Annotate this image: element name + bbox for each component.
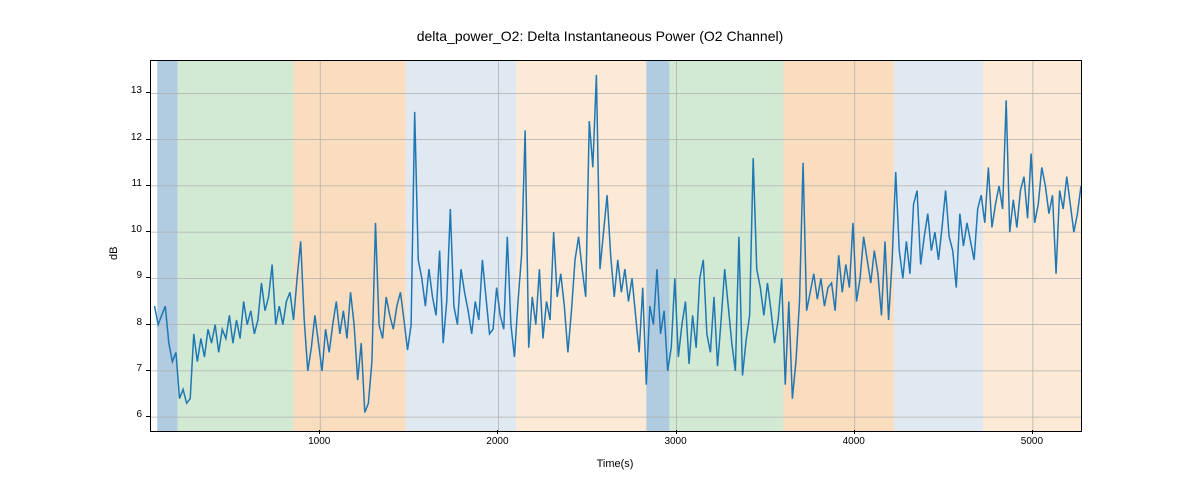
xtick-label: 1000: [299, 436, 339, 447]
xtick-mark: [1032, 430, 1033, 434]
ytick-mark: [146, 370, 150, 371]
plot-svg: [151, 61, 1081, 431]
xtick-mark: [854, 430, 855, 434]
y-axis-label: dB: [108, 247, 120, 260]
xtick-mark: [497, 430, 498, 434]
ytick-mark: [146, 277, 150, 278]
band: [157, 61, 177, 431]
band: [294, 61, 406, 431]
xtick-label: 5000: [1012, 436, 1052, 447]
figure: delta_power_O2: Delta Instantaneous Powe…: [0, 0, 1200, 500]
xtick-label: 2000: [477, 436, 517, 447]
ytick-mark: [146, 324, 150, 325]
ytick-label: 12: [131, 132, 142, 143]
band: [646, 61, 669, 431]
band: [983, 61, 1081, 431]
ytick-label: 7: [136, 363, 142, 374]
band: [669, 61, 783, 431]
ytick-label: 11: [132, 178, 142, 189]
chart-title: delta_power_O2: Delta Instantaneous Powe…: [0, 28, 1200, 44]
ytick-mark: [146, 416, 150, 417]
band: [516, 61, 646, 431]
plot-area: [150, 60, 1082, 432]
band: [783, 61, 893, 431]
x-axis-label: Time(s): [150, 458, 1080, 470]
ytick-mark: [146, 231, 150, 232]
ytick-label: 10: [131, 224, 142, 235]
xtick-mark: [676, 430, 677, 434]
xtick-label: 4000: [834, 436, 874, 447]
ytick-label: 6: [136, 409, 142, 420]
ytick-mark: [146, 139, 150, 140]
ytick-mark: [146, 185, 150, 186]
ytick-mark: [146, 92, 150, 93]
band: [178, 61, 294, 431]
ytick-label: 9: [136, 270, 142, 281]
xtick-label: 3000: [656, 436, 696, 447]
ytick-label: 13: [131, 85, 142, 96]
xtick-mark: [319, 430, 320, 434]
ytick-label: 8: [136, 317, 142, 328]
